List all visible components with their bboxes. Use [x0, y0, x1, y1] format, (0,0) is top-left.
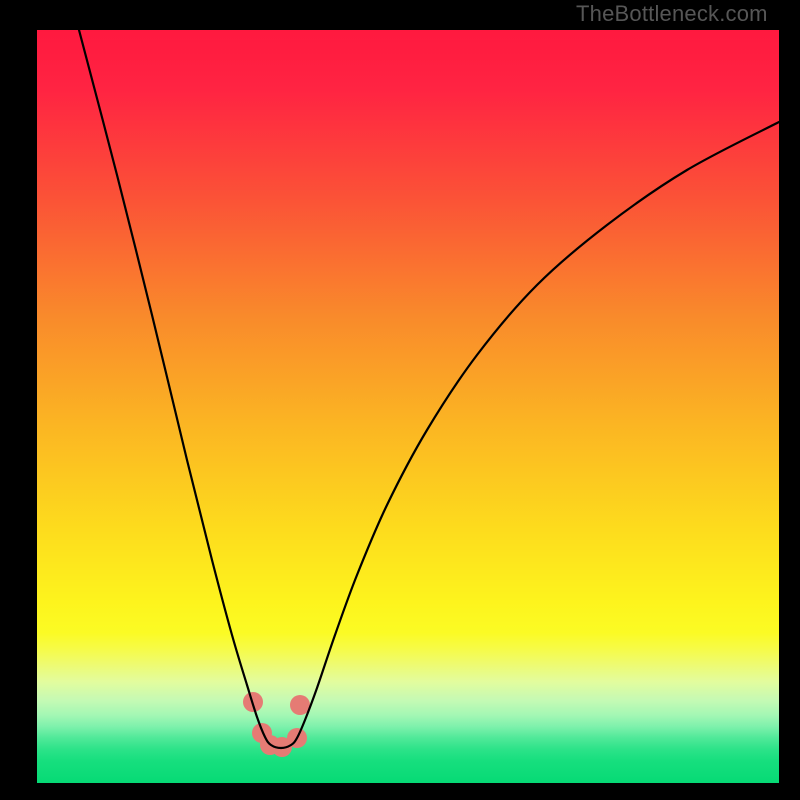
curve-layer — [37, 30, 779, 783]
plot-area — [37, 30, 779, 783]
chart-container: TheBottleneck.com — [0, 0, 800, 800]
watermark-text: TheBottleneck.com — [576, 1, 768, 27]
bottleneck-curve — [79, 30, 779, 748]
